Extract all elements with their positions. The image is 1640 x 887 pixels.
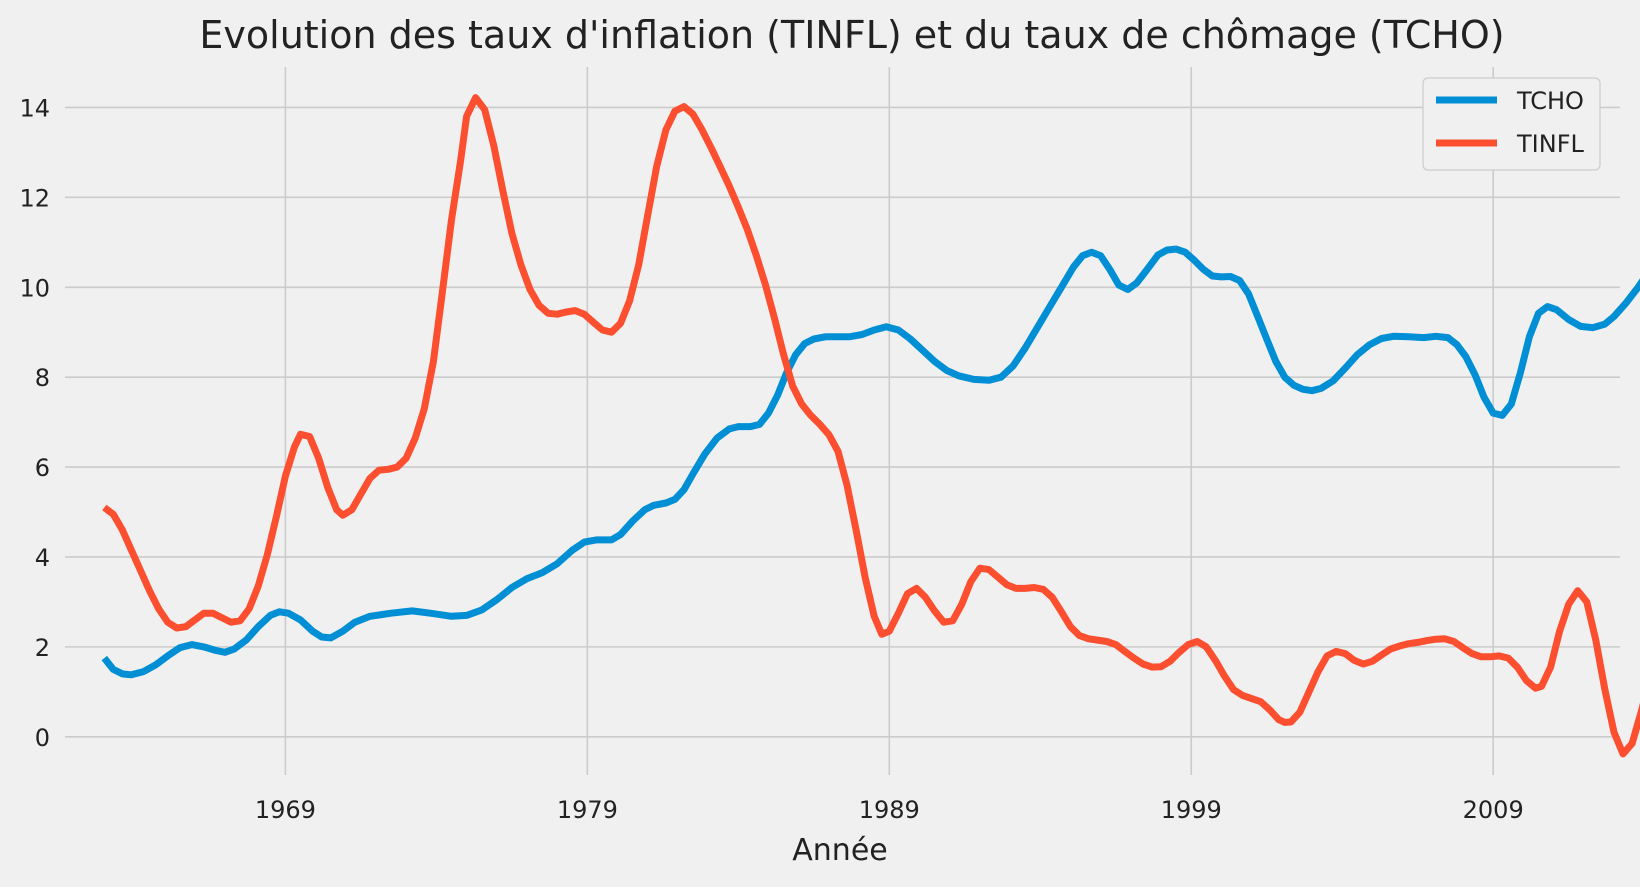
x-tick-label: 1979 [557, 796, 618, 824]
y-axis-ticks: 0 2 4 6 8 10 12 14 [19, 94, 50, 751]
grid [65, 67, 1620, 775]
legend: TCHO TINFL [1422, 77, 1601, 171]
x-tick-label: 1999 [1161, 796, 1222, 824]
x-tick-label: 2009 [1463, 796, 1524, 824]
series-lines [101, 94, 1640, 758]
x-axis-ticks: 1969 1979 1989 1999 2009 [255, 796, 1524, 824]
y-tick-label: 8 [35, 364, 50, 392]
legend-label-tinfl: TINFL [1516, 130, 1584, 158]
y-tick-label: 2 [35, 634, 50, 662]
y-tick-label: 0 [35, 724, 50, 752]
y-tick-label: 14 [19, 94, 50, 122]
x-axis-label: Année [792, 833, 887, 868]
y-tick-label: 6 [35, 454, 50, 482]
series-line-tcho [101, 245, 1640, 679]
chart-title: Evolution des taux d'inflation (TINFL) e… [199, 13, 1504, 57]
x-tick-label: 1989 [859, 796, 920, 824]
series-line-tinfl [102, 94, 1640, 758]
y-tick-label: 12 [19, 184, 50, 212]
y-tick-label: 4 [35, 544, 50, 572]
x-tick-label: 1969 [255, 796, 316, 824]
legend-label-tcho: TCHO [1516, 87, 1584, 115]
y-tick-label: 10 [19, 274, 50, 302]
